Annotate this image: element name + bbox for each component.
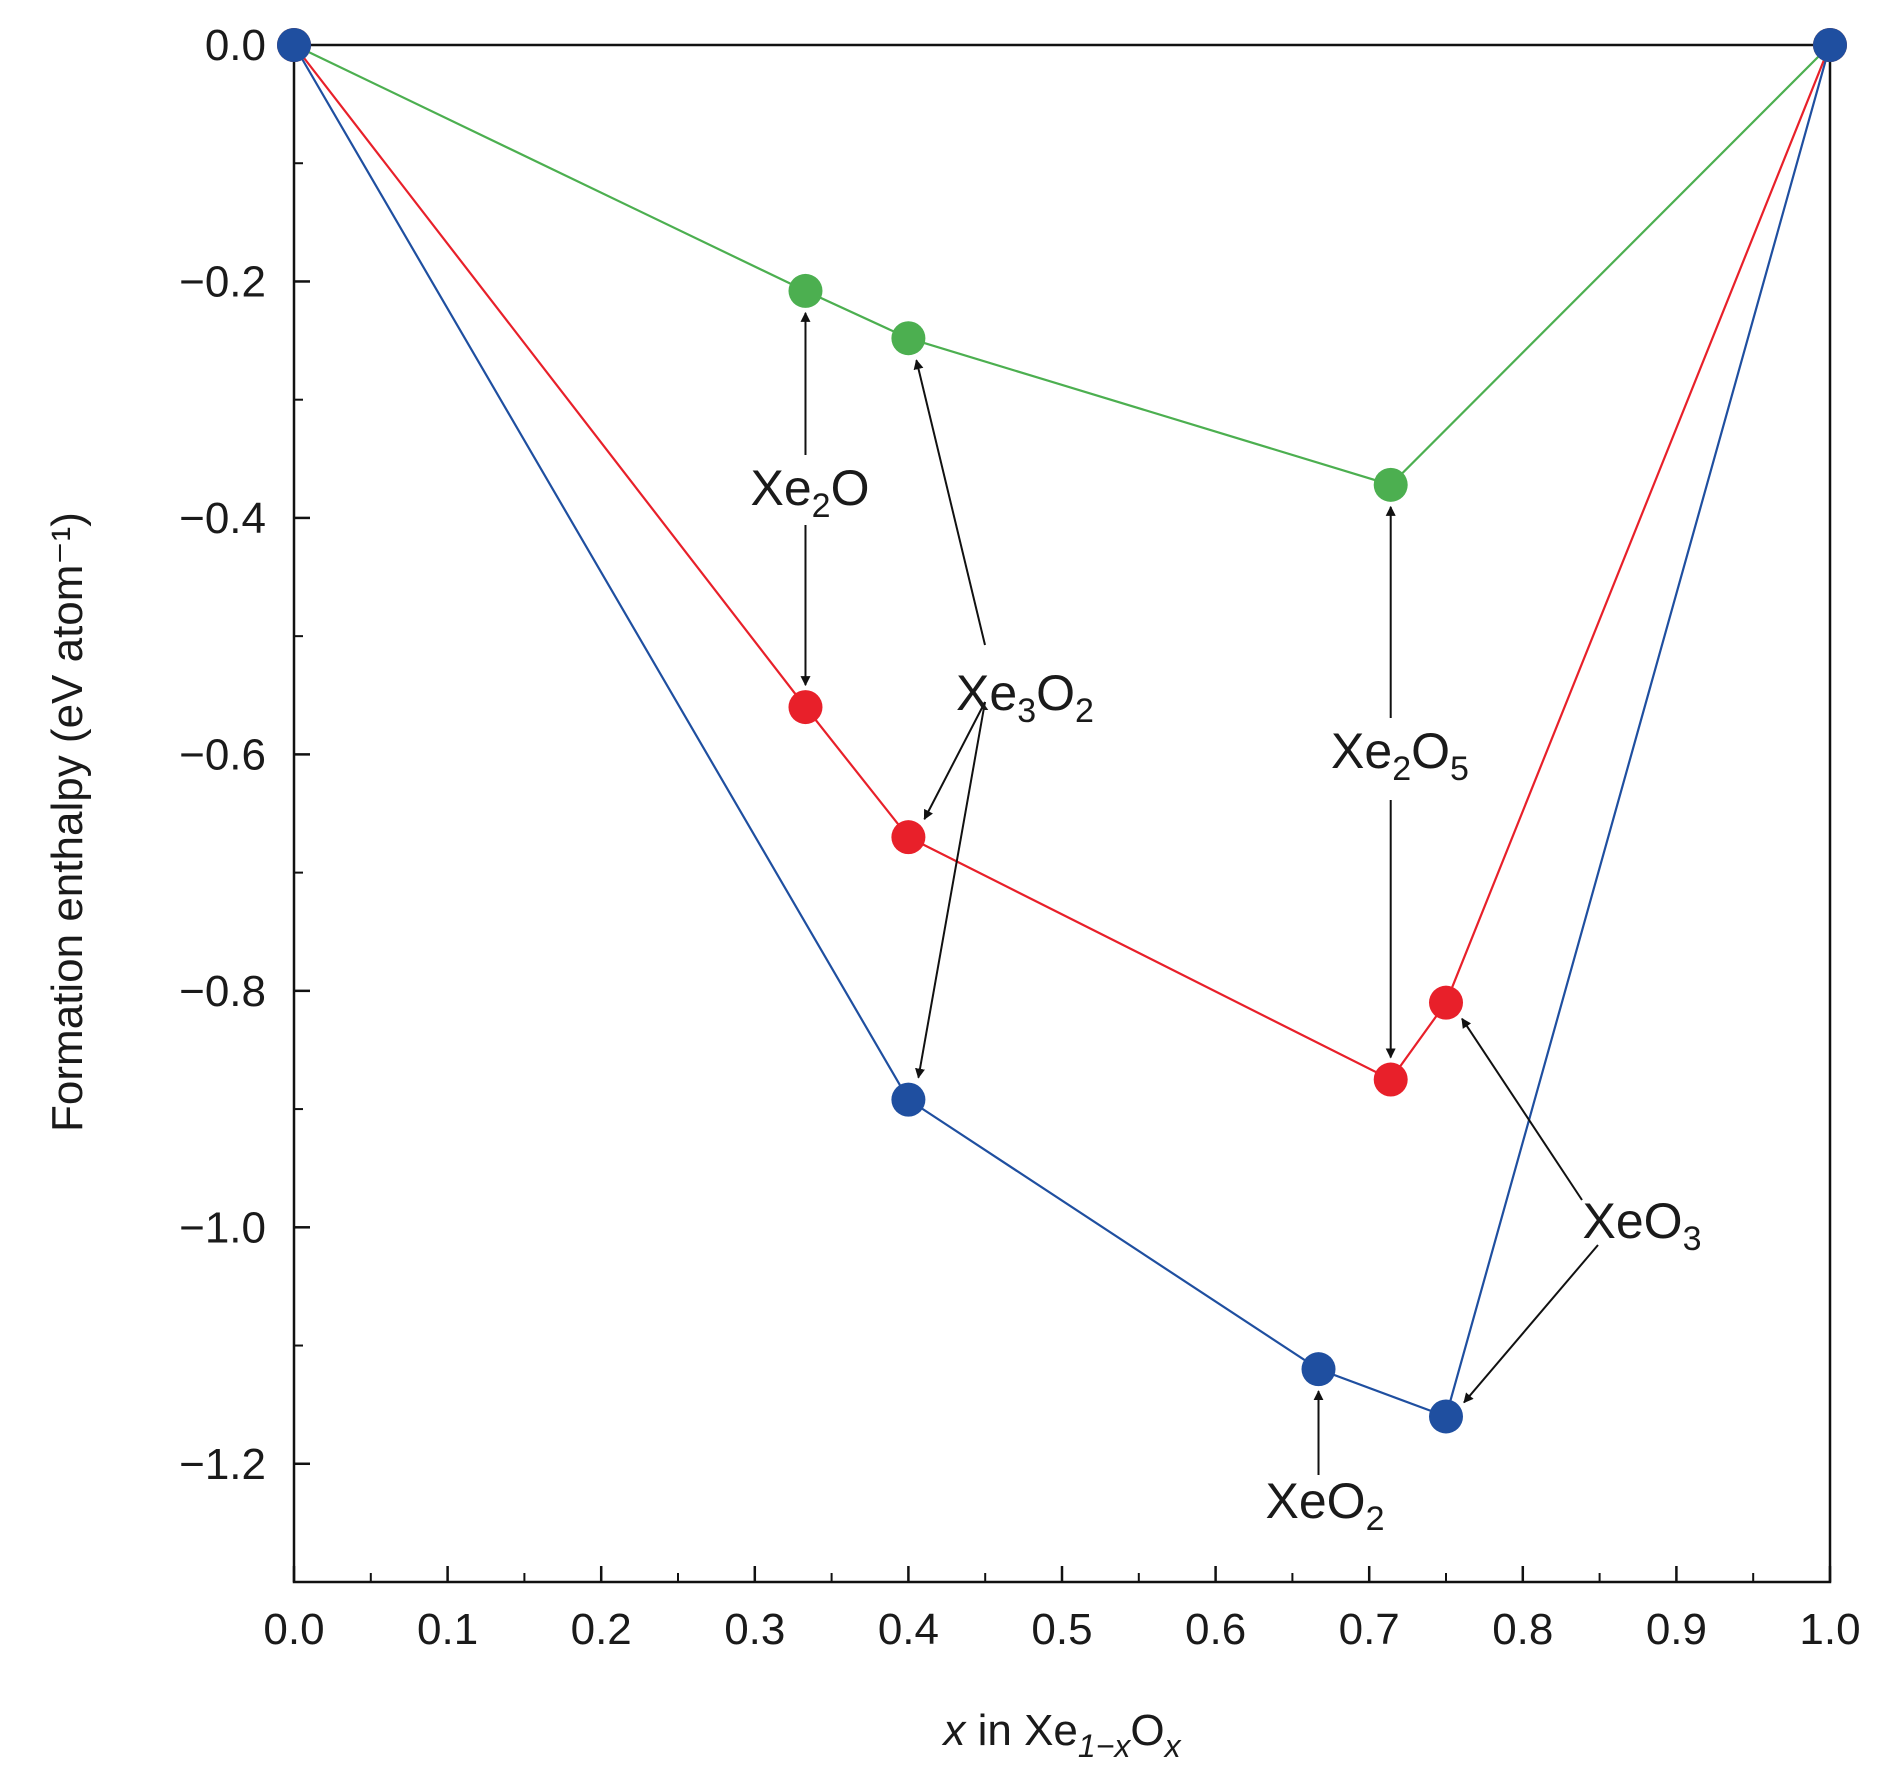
x-tick-label: 1.0 xyxy=(1799,1605,1860,1654)
y-tick-label: −0.8 xyxy=(179,967,266,1016)
green-series-point xyxy=(788,273,823,308)
x-tick-label: 0.2 xyxy=(571,1605,632,1654)
y-axis-title: Formation enthalpy (eV atom⁻¹) xyxy=(43,512,92,1132)
green-series-point xyxy=(1373,467,1408,502)
x-tick-label: 0.4 xyxy=(878,1605,939,1654)
annotation-xe2o5: Xe2O5 xyxy=(1331,723,1469,788)
labels-layer: 0.0 0.1 0.2 0.3 0.4 0.5 0.6 0.7 0.8 0.9 1.0 0.0 −0.2… xyxy=(179,21,1860,1654)
green-series-line xyxy=(293,44,1831,487)
red-series-point xyxy=(788,690,823,725)
annotation-xeo3: XeO3 xyxy=(1583,1193,1702,1258)
annotation-xe3o2: Xe3O2 xyxy=(956,665,1094,730)
ticks-layer xyxy=(292,43,1832,1583)
y-tick-label: −1.2 xyxy=(179,1440,266,1489)
arrow-xe3o2-blue xyxy=(915,701,986,1079)
x-tick-label: 0.9 xyxy=(1646,1605,1707,1654)
red-series-point xyxy=(1429,985,1463,1020)
blue-series-point xyxy=(891,1082,926,1117)
x-tick-label: 0.0 xyxy=(263,1605,324,1654)
y-tick-label: −0.2 xyxy=(179,257,266,306)
blue-series-point xyxy=(1301,1352,1336,1387)
x-tick-label: 0.6 xyxy=(1185,1605,1246,1654)
x-tick-label: 0.3 xyxy=(724,1605,785,1654)
y-tick-label: −0.4 xyxy=(179,494,266,543)
x-tick-label: 0.1 xyxy=(417,1605,478,1654)
y-tick-label: 0.0 xyxy=(205,21,266,70)
blue-series-point xyxy=(1813,28,1847,62)
blue-series-point xyxy=(1429,1399,1463,1434)
y-tick-label: −0.6 xyxy=(179,730,266,779)
red-series-point xyxy=(1373,1062,1408,1097)
annotation-xeo2: XeO2 xyxy=(1266,1473,1385,1538)
x-tick-label: 0.8 xyxy=(1492,1605,1553,1654)
red-series-point xyxy=(891,820,926,855)
y-tick-label: −1.0 xyxy=(179,1203,266,1252)
x-tick-label: 0.5 xyxy=(1031,1605,1092,1654)
arrow-xe3o2-red xyxy=(923,701,986,821)
arrows-layer xyxy=(800,311,1599,1475)
x-axis-title: x in Xe1−xOx xyxy=(941,1706,1181,1764)
annotation-xe2o: Xe2O xyxy=(751,460,870,525)
arrow-xeo3-red xyxy=(1461,1017,1583,1201)
arrow-xe3o2-green xyxy=(913,359,986,646)
green-series-point xyxy=(891,321,926,356)
blue-series-point xyxy=(277,28,311,62)
x-tick-label: 0.7 xyxy=(1339,1605,1400,1654)
arrow-xeo3-blue xyxy=(1463,1244,1599,1404)
red-series-line xyxy=(293,44,1832,1081)
points-layer xyxy=(277,28,1847,1434)
